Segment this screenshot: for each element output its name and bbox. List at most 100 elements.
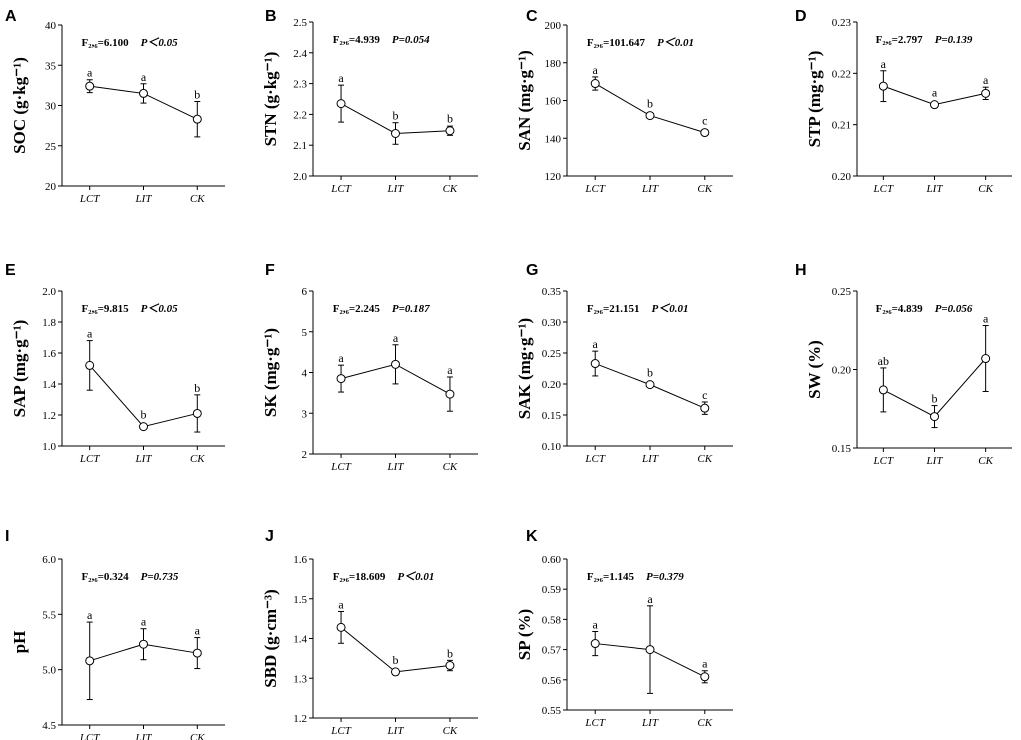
panel-label: B <box>265 8 277 25</box>
panel-label: G <box>526 262 538 279</box>
x-tick-label: LCT <box>79 453 100 465</box>
panel-a: A 20 25 30 35 40 LCT LIT CK SOC (g·kg⁻¹) F₂,₆=6.10… <box>5 8 225 205</box>
x-tick-label: LIT <box>135 732 153 740</box>
y-tick-label: 120 <box>545 171 562 183</box>
p-value: P＜0.05 <box>141 303 178 315</box>
y-tick-label: 4 <box>302 368 308 380</box>
y-tick-label: 180 <box>545 58 562 70</box>
panel-b: B 2.0 2.1 2.2 2.3 2.4 2.5 LCT LIT CK STN (g·kg⁻¹) F… <box>261 8 478 195</box>
data-point <box>336 622 346 632</box>
y-tick-label: 1.4 <box>42 379 56 391</box>
y-tick-label: 6.0 <box>42 554 56 566</box>
stat-text: F₂,₆=4.839 P=0.056 <box>876 303 973 315</box>
y-tick-label: 1.2 <box>293 713 307 725</box>
data-point <box>878 385 888 395</box>
y-tick-label: 2.1 <box>293 140 307 152</box>
x-tick-label: LCT <box>873 183 894 195</box>
x-tick-label: LIT <box>926 455 944 467</box>
stat-text: F₂,₆=9.815 P＜0.05 <box>82 303 179 315</box>
p-value: P＜0.01 <box>657 37 694 49</box>
panel-k: K 0.55 0.56 0.57 0.58 0.59 0.60 LCT LIT CK SP (%) F… <box>515 528 733 729</box>
f-statistic: F₂,₆=2.245 <box>333 303 381 315</box>
y-axis-label: SAN (mg·g⁻¹) <box>515 50 534 150</box>
y-tick-label: 0.57 <box>542 645 562 657</box>
y-tick-label: 0.15 <box>542 410 562 422</box>
significance-letter: a <box>338 351 344 365</box>
data-point <box>930 412 939 422</box>
stat-text: F₂,₆=2.245 P=0.187 <box>333 303 430 315</box>
data-point <box>445 389 455 399</box>
data-point <box>878 81 888 91</box>
data-point <box>139 639 148 649</box>
y-tick-label: 6 <box>302 286 308 298</box>
data-point <box>391 667 400 677</box>
significance-letter: a <box>338 597 344 611</box>
y-tick-label: 2.0 <box>293 171 307 183</box>
data-point <box>445 126 455 136</box>
f-statistic: F₂,₆=6.100 <box>82 37 130 49</box>
y-axis-label: SW (%) <box>805 340 824 399</box>
panel-label: I <box>5 528 9 545</box>
x-tick-label: LCT <box>330 183 351 195</box>
x-tick-label: CK <box>190 193 205 205</box>
data-point <box>930 100 939 110</box>
f-statistic: F₂,₆=21.151 <box>587 303 640 315</box>
p-value: P=0.187 <box>392 303 430 315</box>
p-value: P＜0.01 <box>397 571 434 583</box>
x-tick-label: CK <box>190 453 205 465</box>
panel-h: H 0.15 0.20 0.25 LCT LIT CK SW (%) F₂,₆=4.839 P=0… <box>795 262 1012 467</box>
significance-letter: a <box>87 327 93 341</box>
y-tick-label: 0.25 <box>542 348 562 360</box>
p-value: P=0.054 <box>392 34 430 46</box>
y-tick-label: 35 <box>45 60 57 72</box>
data-point <box>700 128 710 138</box>
significance-letter: c <box>702 114 707 128</box>
y-tick-label: 0.30 <box>542 317 562 329</box>
f-statistic: F₂,₆=101.647 <box>587 37 646 49</box>
data-point <box>590 79 600 89</box>
data-point <box>981 88 991 98</box>
y-tick-label: 3 <box>302 408 308 420</box>
y-tick-label: 140 <box>545 133 562 145</box>
significance-letter: a <box>932 86 938 100</box>
y-tick-label: 1.5 <box>293 594 307 606</box>
x-tick-label: CK <box>978 183 993 195</box>
stat-text: F₂,₆=101.647 P＜0.01 <box>587 37 694 49</box>
data-point <box>139 88 148 98</box>
significance-letter: a <box>447 363 453 377</box>
y-tick-label: 0.23 <box>832 17 852 29</box>
y-tick-label: 160 <box>545 96 562 108</box>
data-point <box>336 374 346 384</box>
x-tick-label: LIT <box>135 193 153 205</box>
significance-letter: b <box>932 392 938 406</box>
panel-e: E 1.0 1.2 1.4 1.6 1.8 2.0 LCT LIT CK SAP (mg·g⁻¹) F… <box>5 262 225 465</box>
x-tick-label: LCT <box>873 455 894 467</box>
p-value: P=0.139 <box>935 34 973 46</box>
stat-text: F₂,₆=18.609 P＜0.01 <box>333 571 435 583</box>
y-tick-label: 0.25 <box>832 286 852 298</box>
y-tick-label: 1.6 <box>42 348 56 360</box>
data-point <box>645 111 655 121</box>
y-tick-label: 5 <box>302 327 308 339</box>
stat-text: F₂,₆=4.939 P=0.054 <box>333 34 430 46</box>
data-point <box>445 661 455 671</box>
f-statistic: F₂,₆=9.815 <box>82 303 130 315</box>
y-axis-label: pH <box>10 631 29 654</box>
p-value: P＜0.05 <box>141 37 178 49</box>
significance-letter: a <box>593 617 599 631</box>
f-statistic: F₂,₆=18.609 <box>333 571 386 583</box>
stat-text: F₂,₆=2.797 P=0.139 <box>876 34 973 46</box>
y-axis-label: STP (mg·g⁻¹) <box>805 51 824 148</box>
significance-letter: b <box>194 381 200 395</box>
data-point <box>85 656 95 666</box>
f-statistic: F₂,₆=4.839 <box>876 303 924 315</box>
data-point <box>85 81 95 91</box>
panel-label: J <box>265 528 274 545</box>
y-tick-label: 20 <box>45 181 57 193</box>
x-tick-label: CK <box>697 717 712 729</box>
x-tick-label: CK <box>697 183 712 195</box>
y-tick-label: 1.4 <box>293 634 307 646</box>
y-tick-label: 5.5 <box>42 609 56 621</box>
x-tick-label: LIT <box>926 183 944 195</box>
panel-label: H <box>795 262 807 279</box>
